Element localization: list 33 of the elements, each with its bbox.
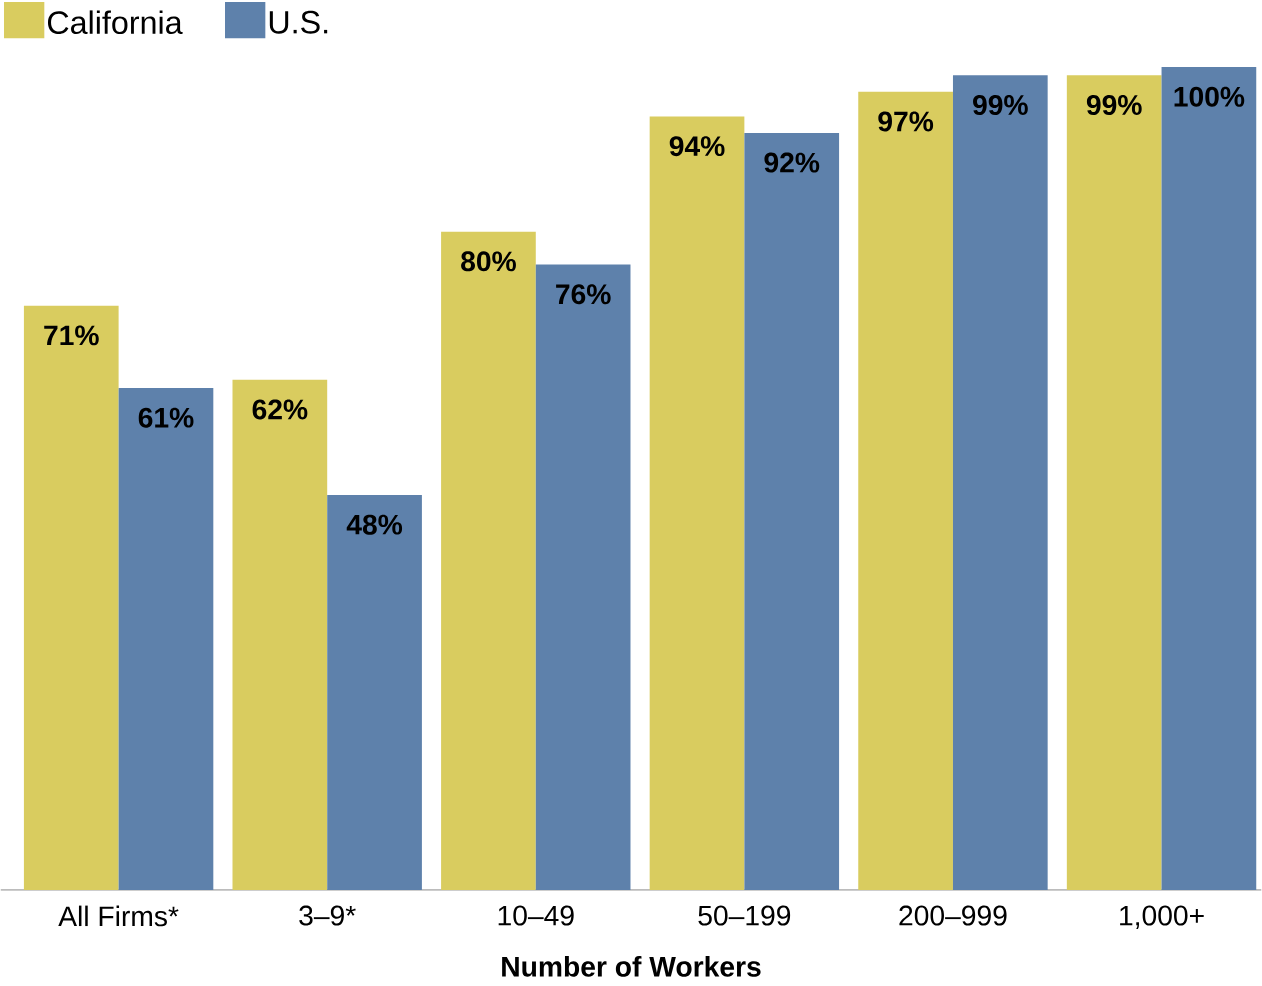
data-label: 71%: [44, 325, 99, 346]
data-label: 80%: [461, 251, 516, 272]
bar: [118, 387, 214, 890]
x-tick-label: 10–49: [498, 905, 574, 926]
bar: [952, 75, 1048, 890]
bar: [858, 91, 953, 890]
legend-label: California: [47, 10, 183, 34]
bar: [1161, 67, 1257, 890]
bar: [649, 116, 745, 890]
x-tick-label: 1,000+: [1120, 905, 1204, 929]
bar: [1066, 75, 1162, 890]
data-label: 92%: [764, 152, 820, 173]
x-tick-label: 50–199: [698, 905, 791, 926]
data-label: 100%: [1174, 86, 1245, 107]
data-label: 76%: [556, 284, 611, 305]
data-label: 48%: [346, 514, 403, 535]
bar: [23, 305, 119, 890]
bar: [441, 231, 536, 890]
data-label: 99%: [1086, 94, 1142, 115]
data-label: 97%: [878, 111, 934, 132]
x-tick-label: 3–9*: [299, 905, 356, 926]
legend-label: U.S.: [269, 10, 328, 34]
data-label: 99%: [973, 94, 1028, 115]
data-label: 61%: [138, 407, 194, 428]
bar: [327, 494, 422, 890]
data-label: 62%: [252, 399, 308, 420]
x-axis-title: Number of Workers: [502, 955, 761, 977]
x-tick-label: All Firms*: [58, 905, 179, 927]
data-label: 94%: [669, 136, 725, 157]
bar: [744, 132, 840, 890]
bar: [535, 264, 631, 890]
x-tick-label: 200–999: [899, 905, 1007, 926]
bar: [232, 379, 328, 890]
